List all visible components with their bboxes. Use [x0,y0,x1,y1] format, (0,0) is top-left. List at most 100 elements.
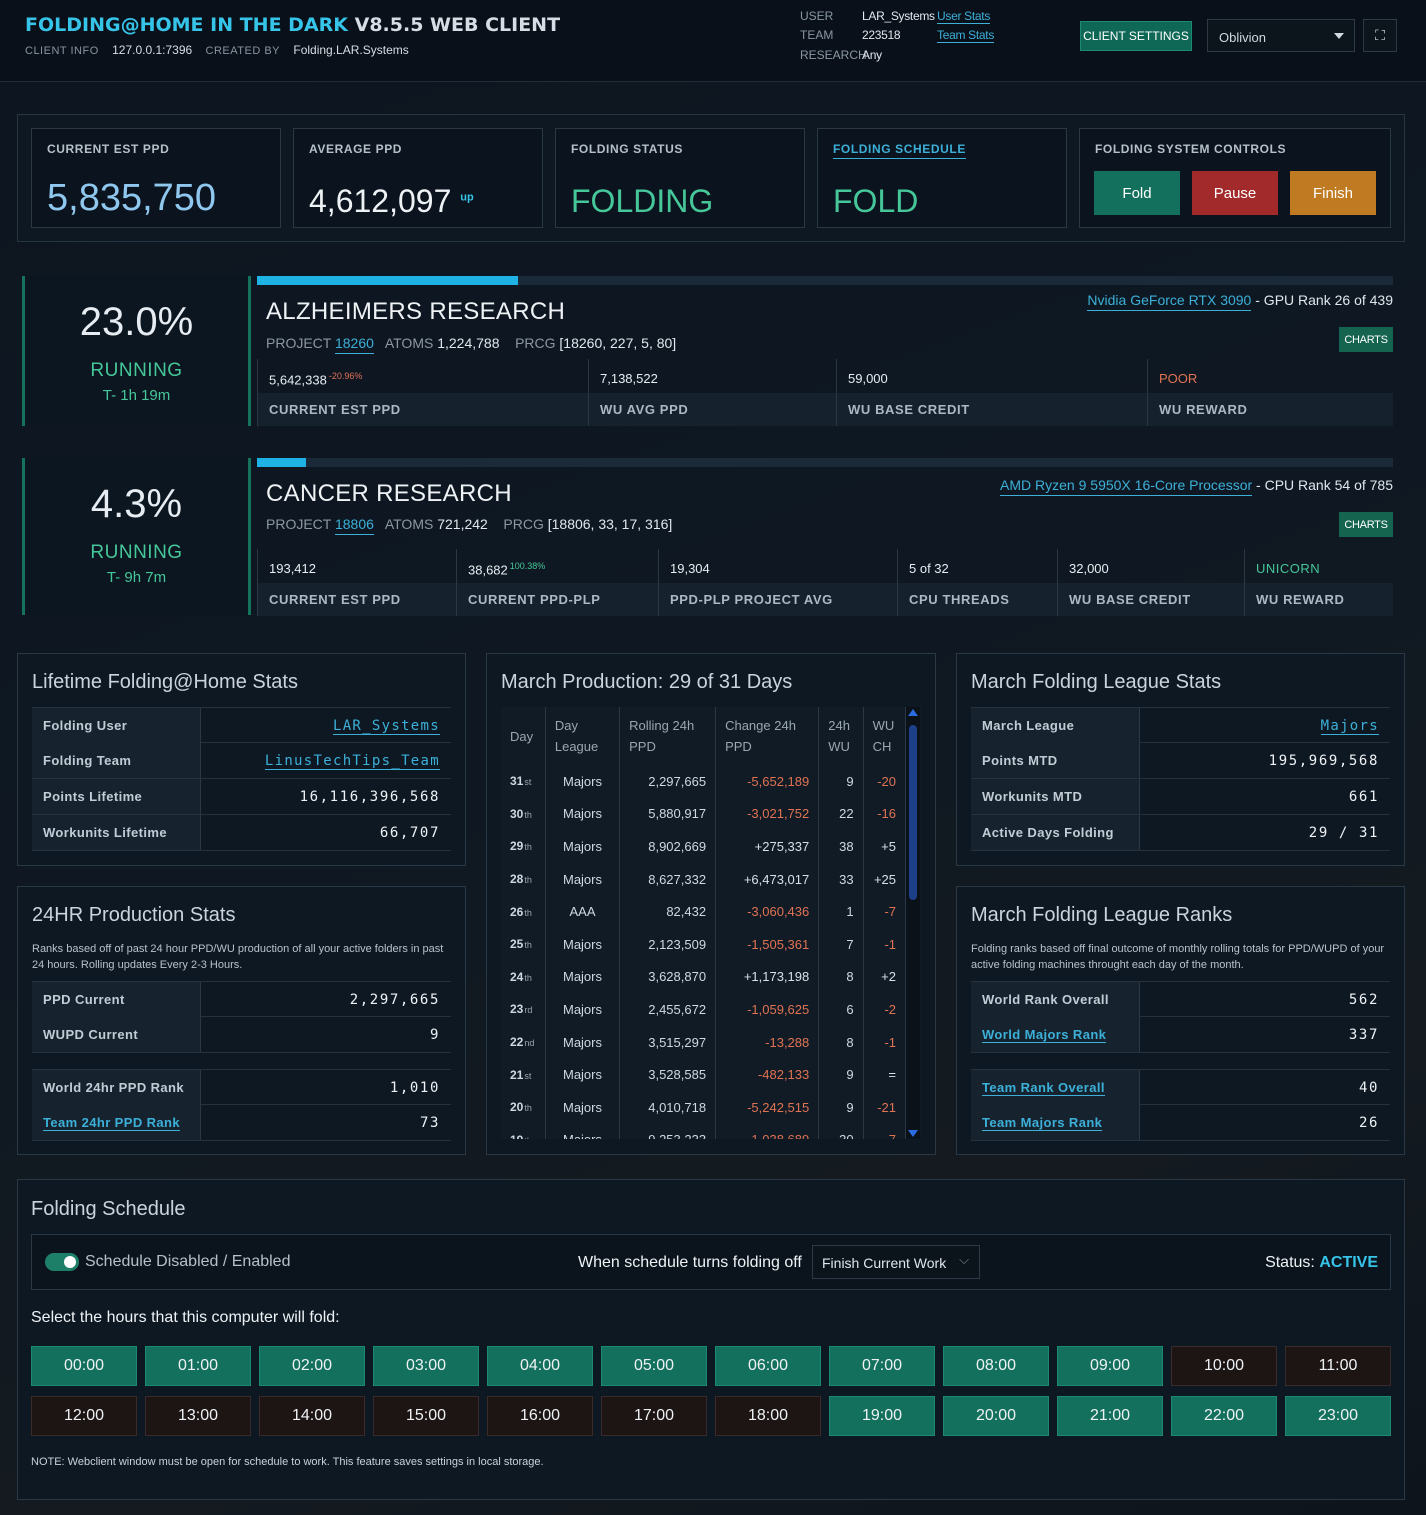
league-cell-text: Majors [562,1034,602,1050]
atoms-label: ATOMS [384,516,434,532]
current-est-ppd-value: 5,835,750 [47,177,217,219]
fold-button[interactable]: Fold [1094,171,1180,215]
team-rank-overall-link[interactable]: Team Rank Overall [982,1080,1105,1096]
march-league-link[interactable]: Majors [1320,718,1379,735]
march-production-table[interactable]: Day Day League Rolling 24h PPD Change 24… [501,707,921,1139]
hour-2300-button[interactable]: 23:00 [1285,1396,1391,1436]
change-ppd-cell-text: -5,652,189 [747,773,810,789]
slot-2-workunit: CANCER RESEARCH PROJECT 18806 ATOMS 721,… [257,458,1393,616]
day-cell: 24th [501,960,546,994]
table-row: World Rank Overall 562 [971,981,1390,1017]
user-label: USER [800,9,834,23]
slot-2-cell: 32,000 WU BASE CREDIT [1057,549,1244,616]
row-value: 40 [1358,1080,1379,1096]
hour-1200-button[interactable]: 12:00 [31,1396,137,1436]
hour-0900-button[interactable]: 09:00 [1057,1346,1163,1386]
wu-change-cell-text: +25 [873,871,896,887]
production-row: 28th Majors 8,627,332 +6,473,017 33 +25 [501,862,907,896]
rolling-ppd-cell: 2,123,509 [619,927,717,961]
hour-2100-button[interactable]: 21:00 [1057,1396,1163,1436]
row-value: 26 [1358,1115,1379,1131]
folding-schedule-link[interactable]: FOLDING SCHEDULE [833,142,966,159]
fullscreen-button[interactable]: ⛶ [1363,19,1397,52]
folding-team-link[interactable]: LinusTechTips_Team [264,753,440,770]
cell-change: -20.96% [328,371,363,381]
rolling-ppd-cell: 4,010,718 [619,1090,717,1124]
hour-1400-button[interactable]: 14:00 [259,1396,365,1436]
wu-cell: 9 [818,1058,864,1091]
slot-1-hardware: Nvidia GeForce RTX 3090 - GPU Rank 26 of… [1087,292,1393,311]
production-scrollbar[interactable] [906,707,920,1139]
league-cell: Majors [545,1058,621,1091]
row-label: March League [971,708,1140,743]
cell-value: 19,304 [670,561,710,576]
hour-2200-button[interactable]: 22:00 [1171,1396,1277,1436]
cell-value: 5 of 32 [909,561,949,576]
wu-cell: 9 [818,765,864,798]
hour-0300-button[interactable]: 03:00 [373,1346,479,1386]
slot-1-progress-fill [257,276,519,285]
scroll-up-icon[interactable] [908,709,918,716]
current-est-ppd-card: CURRENT EST PPD 5,835,750 [31,128,281,228]
created-by-value: Folding.LAR.Systems [293,43,409,57]
slot-2-stats: 193,412 CURRENT EST PPD 38,682 100.38% CURR… [257,549,1393,616]
hour-1900-button[interactable]: 19:00 [829,1396,935,1436]
off-action-select[interactable]: Finish Current Work ⌵ [812,1245,980,1279]
client-settings-button[interactable]: CLIENT SETTINGS [1080,21,1192,51]
theme-select[interactable]: Oblivion [1207,19,1355,52]
table-row: World Majors Rank 337 [971,1017,1390,1053]
row-value: 73 [419,1115,440,1131]
team-stats-link[interactable]: Team Stats [937,28,995,43]
slot-1-charts-button[interactable]: CHARTS [1339,327,1393,352]
row-label: Folding User [32,708,201,743]
col-header: 24h WU [818,707,864,765]
hour-0600-button[interactable]: 06:00 [715,1346,821,1386]
pause-button[interactable]: Pause [1192,171,1278,215]
hour-0400-button[interactable]: 04:00 [487,1346,593,1386]
average-ppd-value: 4,612,097 [309,183,452,219]
slot-2-charts-button[interactable]: CHARTS [1339,512,1393,537]
hour-1000-button[interactable]: 10:00 [1171,1346,1277,1386]
folding-user-link[interactable]: LAR_Systems [332,718,440,735]
finish-button[interactable]: Finish [1290,171,1376,215]
hour-1300-button[interactable]: 13:00 [145,1396,251,1436]
change-ppd-cell: -13,288 [715,1025,820,1059]
slot-2-project-link[interactable]: 18806 [334,516,374,535]
wu-cell: 22 [818,797,864,831]
slot-1-project-link[interactable]: 18260 [334,335,374,354]
col-header: WU CH [863,707,907,765]
schedule-toggle-label: Schedule Disabled / Enabled [85,1253,291,1270]
team-24hr-rank-link[interactable]: Team 24hr PPD Rank [43,1115,181,1131]
hour-0100-button[interactable]: 01:00 [145,1346,251,1386]
team-majors-rank-link[interactable]: Team Majors Rank [982,1115,1103,1131]
user-stats-link[interactable]: User Stats [937,9,991,24]
slot-1-hardware-link[interactable]: Nvidia GeForce RTX 3090 [1087,292,1252,311]
hour-1800-button[interactable]: 18:00 [715,1396,821,1436]
scroll-thumb[interactable] [909,725,917,900]
hour-1700-button[interactable]: 17:00 [601,1396,707,1436]
hour-0700-button[interactable]: 07:00 [829,1346,935,1386]
slot-2-hardware-link[interactable]: AMD Ryzen 9 5950X 16-Core Processor [1000,477,1253,496]
hour-1500-button[interactable]: 15:00 [373,1396,479,1436]
slot-1-prcg: [18260, 227, 5, 80] [559,335,677,351]
wu-change-cell-text: -7 [884,904,896,920]
schedule-toggle[interactable] [45,1253,79,1271]
day-suffix: th [524,972,532,983]
row-value: 66,707 [379,825,440,841]
slot-1-project-info: PROJECT 18260 ATOMS 1,224,788 PRCG [1826… [266,335,677,354]
production-24hr-panel: 24HR Production Stats Ranks based off of… [17,886,466,1155]
hour-2000-button[interactable]: 20:00 [943,1396,1049,1436]
wu-cell-text: 22 [839,806,854,822]
scroll-down-icon[interactable] [908,1130,918,1137]
hour-0800-button[interactable]: 08:00 [943,1346,1049,1386]
hour-1100-button[interactable]: 11:00 [1285,1346,1391,1386]
wu-change-cell-text: = [888,1067,896,1083]
world-majors-rank-link[interactable]: World Majors Rank [982,1027,1107,1043]
production-row: 20th Majors 4,010,718 -5,242,515 9 -21 [501,1090,907,1124]
hour-1600-button[interactable]: 16:00 [487,1396,593,1436]
hour-0500-button[interactable]: 05:00 [601,1346,707,1386]
hour-0000-button[interactable]: 00:00 [31,1346,137,1386]
change-ppd-cell-text: -1,059,625 [747,1001,810,1017]
project-label: PROJECT [266,516,332,532]
hour-0200-button[interactable]: 02:00 [259,1346,365,1386]
